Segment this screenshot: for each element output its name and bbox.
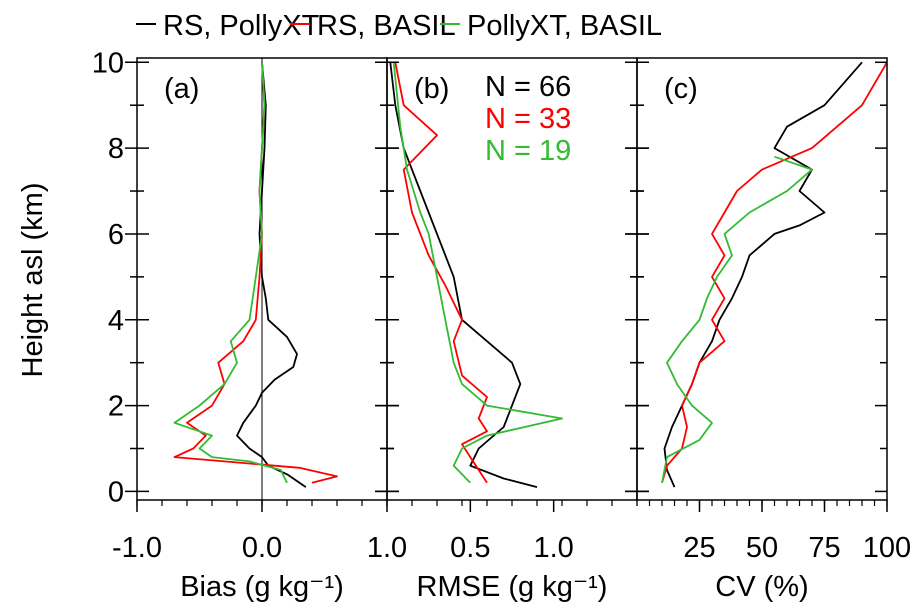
x-axis-title: RMSE (g kg⁻¹) [417, 571, 608, 603]
sample-count-label: N = 19 [485, 135, 571, 167]
x-axis-title: Bias (g kg⁻¹) [180, 571, 344, 603]
legend-label: RS, PollyXT [163, 10, 320, 42]
sample-count-label: N = 33 [485, 103, 571, 135]
series-line [236, 62, 307, 488]
legend-label: PollyXT, BASIL [467, 10, 662, 42]
x-tick-label: -1.0 [112, 532, 162, 564]
series-line [392, 62, 563, 484]
x-tick-label: 1.0 [367, 532, 407, 564]
x-tick-label: 25 [683, 532, 715, 564]
x-tick-label: 0.5 [450, 532, 490, 564]
panel-3: 25 50 75 100 (c) CV (%) [625, 57, 911, 603]
x-tick-label: 1.0 [534, 532, 574, 564]
x-tick-label: 0.0 [242, 532, 282, 564]
plot-frame [636, 57, 888, 501]
panels: -1.0 0.0 1.0 (a) Bias (g kg⁻¹) 0.5 1.0 (b) N = 6… [112, 57, 911, 603]
y-tick-label: 6 [108, 219, 124, 251]
panel-letter: (c) [664, 73, 698, 105]
sample-count-label: N = 66 [485, 71, 571, 103]
x-tick-label: 100 [863, 532, 911, 564]
series-line [661, 155, 813, 483]
panel-letter: (a) [164, 73, 199, 105]
panel-2: 0.5 1.0 (b) N = 66N = 33N = 19 RMSE (g kg⁻¹) [375, 57, 649, 603]
panel-letter: (b) [414, 73, 449, 105]
x-tick-label: 50 [746, 532, 778, 564]
y-tick-label: 0 [108, 476, 124, 508]
panel-1: -1.0 0.0 1.0 (a) Bias (g kg⁻¹) [112, 57, 407, 603]
x-tick-label: 75 [808, 532, 840, 564]
x-axis-title: CV (%) [715, 571, 808, 603]
series-line [394, 62, 488, 484]
y-tick-label: 2 [108, 391, 124, 423]
legend-label: RS, BASIL [317, 10, 456, 42]
series-line [661, 61, 887, 484]
y-tick-label: 8 [108, 133, 124, 165]
series-line [663, 61, 863, 488]
y-tick-labels: 0 2 4 6 8 10 [92, 47, 124, 508]
y-tick-label: 10 [92, 47, 124, 79]
series-line [173, 62, 288, 484]
y-axis-title: Height asl (km) [17, 183, 49, 378]
series-line [389, 62, 538, 488]
y-tick-label: 4 [108, 305, 124, 337]
